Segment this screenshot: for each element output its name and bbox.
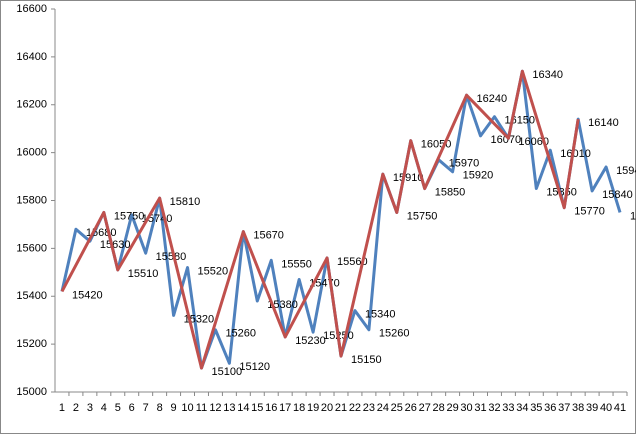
x-tick-label: 29 — [446, 402, 458, 414]
data-label: 15910 — [393, 172, 424, 184]
data-label: 15750 — [630, 210, 636, 222]
data-label: 15560 — [337, 256, 368, 268]
x-tick-label: 28 — [433, 402, 445, 414]
data-label: 15510 — [128, 268, 159, 280]
x-tick-label: 36 — [544, 402, 556, 414]
x-tick-label: 35 — [530, 402, 542, 414]
data-label: 15150 — [351, 354, 382, 366]
x-tick-label: 3 — [87, 402, 93, 414]
y-tick-label: 15800 — [16, 194, 47, 206]
x-tick-label: 37 — [558, 402, 570, 414]
data-label: 15840 — [602, 189, 633, 201]
x-tick-label: 9 — [171, 402, 177, 414]
x-tick-label: 17 — [279, 402, 291, 414]
x-tick-label: 30 — [460, 402, 472, 414]
data-label: 16060 — [518, 136, 549, 148]
data-label: 15100 — [211, 366, 242, 378]
x-tick-label: 23 — [363, 402, 375, 414]
x-tick-label: 22 — [349, 402, 361, 414]
y-tick-label: 15000 — [16, 386, 47, 398]
x-tick-label: 4 — [101, 402, 107, 414]
x-tick-label: 10 — [181, 402, 193, 414]
x-tick-label: 8 — [157, 402, 163, 414]
data-label: 16340 — [532, 69, 563, 81]
data-label: 15260 — [225, 328, 256, 340]
y-tick-label: 16600 — [16, 3, 47, 15]
data-label: 15920 — [463, 170, 494, 182]
x-tick-label: 7 — [143, 402, 149, 414]
x-tick-label: 39 — [586, 402, 598, 414]
y-tick-label: 15200 — [16, 338, 47, 350]
data-label: 15420 — [72, 289, 103, 301]
x-tick-label: 2 — [73, 402, 79, 414]
data-label: 16010 — [560, 148, 591, 160]
data-label: 16150 — [504, 115, 535, 127]
data-label: 15340 — [365, 309, 396, 321]
x-tick-label: 12 — [209, 402, 221, 414]
data-label: 15970 — [449, 158, 480, 170]
x-tick-label: 24 — [377, 402, 389, 414]
series-line — [60, 69, 580, 370]
data-label: 15670 — [253, 230, 284, 242]
data-label: 15630 — [100, 239, 131, 251]
x-tick-label: 11 — [196, 402, 207, 414]
data-label: 15770 — [574, 206, 605, 218]
x-tick-label: 18 — [293, 402, 305, 414]
x-tick-label: 6 — [129, 402, 135, 414]
x-tick-label: 31 — [474, 402, 486, 414]
y-tick-label: 15400 — [16, 290, 47, 302]
data-label: 16240 — [477, 93, 508, 105]
x-tick-label: 1 — [59, 402, 65, 414]
x-tick-label: 14 — [237, 402, 249, 414]
x-tick-label: 16 — [265, 402, 277, 414]
x-tick-label: 41 — [614, 402, 626, 414]
y-tick-label: 15600 — [16, 242, 47, 254]
y-tick-label: 16000 — [16, 147, 47, 159]
x-tick-label: 20 — [321, 402, 333, 414]
data-label: 15550 — [281, 258, 312, 270]
x-tick-label: 19 — [307, 402, 319, 414]
data-label: 16070 — [491, 134, 522, 146]
x-tick-label: 21 — [335, 402, 347, 414]
x-tick-label: 15 — [251, 402, 263, 414]
x-tick-label: 5 — [115, 402, 121, 414]
data-label: 15260 — [379, 328, 410, 340]
data-label: 15850 — [435, 186, 466, 198]
data-label: 16140 — [588, 117, 619, 129]
data-label: 15580 — [156, 251, 187, 263]
data-label: 15750 — [407, 210, 438, 222]
x-tick-label: 38 — [572, 402, 584, 414]
x-tick-label: 26 — [405, 402, 417, 414]
data-label: 15230 — [295, 335, 326, 347]
x-tick-label: 25 — [391, 402, 403, 414]
x-tick-label: 27 — [419, 402, 431, 414]
x-tick-label: 13 — [223, 402, 235, 414]
x-tick-label: 40 — [600, 402, 612, 414]
data-label: 15810 — [170, 196, 201, 208]
data-label: 15750 — [114, 210, 145, 222]
data-label: 15940 — [616, 165, 636, 177]
x-tick-label: 33 — [502, 402, 514, 414]
data-label: 15120 — [239, 361, 270, 373]
data-label: 15850 — [546, 186, 577, 198]
x-tick-label: 34 — [516, 402, 528, 414]
x-tick-label: 32 — [488, 402, 500, 414]
y-tick-label: 16200 — [16, 99, 47, 111]
data-label: 15520 — [198, 265, 229, 277]
y-tick-label: 16400 — [16, 51, 47, 63]
